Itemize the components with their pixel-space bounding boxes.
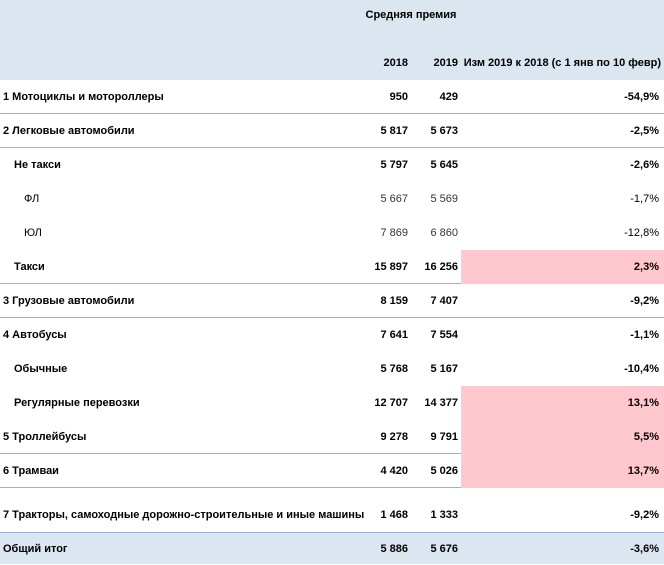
row-label: ФЛ (24, 193, 40, 205)
table-header: Средняя премия 2018 2019 Изм 2019 к 2018… (0, 0, 664, 80)
table-row: Такси 15 897 16 256 2,3% (0, 250, 664, 284)
table-row: Регулярные перевозки 12 707 14 377 13,1% (0, 386, 664, 420)
change-value: -10,4% (624, 363, 659, 375)
value-2019: 5 026 (430, 465, 458, 477)
change-cell: -2,5% (461, 114, 664, 148)
table-row: 3 Грузовые автомобили 8 159 7 407 -9,2% (0, 284, 664, 318)
change-value: -3,6% (630, 543, 659, 555)
value-2018: 5 817 (380, 125, 408, 137)
row-label: 2 Легковые автомобили (3, 125, 135, 137)
value-2019: 5 673 (430, 125, 458, 137)
value-2018: 15 897 (374, 261, 408, 273)
value-2019: 9 791 (430, 431, 458, 443)
value-2019: 429 (439, 91, 458, 103)
value-2019: 7 407 (430, 295, 458, 307)
row-label: Общий итог (3, 543, 68, 555)
row-label: 1 Мотоциклы и мотороллеры (3, 91, 164, 103)
table-row: ЮЛ 7 869 6 860 -12,8% (0, 216, 664, 250)
column-header-2018: 2018 (383, 57, 408, 69)
table-row: 4 Автобусы 7 641 7 554 -1,1% (0, 318, 664, 352)
row-label: 4 Автобусы (3, 329, 67, 341)
change-value: -1,7% (630, 193, 659, 205)
change-cell: -1,7% (461, 182, 664, 216)
change-value: -2,5% (630, 125, 659, 137)
header-title: Средняя премия (365, 9, 457, 21)
change-value: 5,5% (633, 431, 659, 443)
table-row: 2 Легковые автомобили 5 817 5 673 -2,5% (0, 114, 664, 148)
row-label: Обычные (14, 363, 68, 375)
table-row: Обычные 5 768 5 167 -10,4% (0, 352, 664, 386)
grand-total-row: Общий итог 5 886 5 676 -3,6% (0, 532, 664, 564)
table-row: Не такси 5 797 5 645 -2,6% (0, 148, 664, 182)
table-row: 6 Трамваи 4 420 5 026 13,7% (0, 454, 664, 488)
row-label: 6 Трамваи (3, 465, 59, 477)
value-2018: 5 667 (380, 193, 408, 205)
change-value: -2,6% (630, 159, 659, 171)
change-value: -54,9% (624, 91, 659, 103)
value-2018: 5 797 (380, 159, 408, 171)
row-label: Такси (14, 261, 45, 273)
value-2019: 5 167 (430, 363, 458, 375)
column-header-change: Изм 2019 к 2018 (с 1 янв по 10 февр) (463, 57, 661, 69)
change-cell: -54,9% (461, 80, 664, 114)
change-value: -9,2% (630, 509, 659, 521)
change-cell: -9,2% (461, 498, 664, 532)
value-2019: 7 554 (430, 329, 458, 341)
value-2019: 5 569 (430, 193, 458, 205)
value-2018: 12 707 (374, 397, 408, 409)
row-label: ЮЛ (24, 227, 42, 239)
value-2019: 1 333 (430, 509, 458, 521)
value-2018: 1 468 (380, 509, 408, 521)
value-2018: 7 641 (380, 329, 408, 341)
change-cell: 13,7% (461, 454, 664, 488)
row-label: Не такси (14, 159, 61, 171)
value-2019: 5 676 (430, 543, 458, 555)
change-value: -1,1% (630, 329, 659, 341)
value-2018: 7 869 (380, 227, 408, 239)
row-label: 3 Грузовые автомобили (3, 295, 135, 307)
change-cell: 13,1% (461, 386, 664, 420)
change-cell: -9,2% (461, 284, 664, 318)
row-label: 5 Троллейбусы (3, 431, 87, 443)
table-row: 5 Троллейбусы 9 278 9 791 5,5% (0, 420, 664, 454)
change-cell: -10,4% (461, 352, 664, 386)
value-2018: 5 768 (380, 363, 408, 375)
value-2018: 8 159 (380, 295, 408, 307)
change-cell: -12,8% (461, 216, 664, 250)
value-2019: 14 377 (424, 397, 458, 409)
change-value: -12,8% (624, 227, 659, 239)
value-2018: 950 (389, 91, 408, 103)
value-2019: 16 256 (424, 261, 458, 273)
change-cell: 2,3% (461, 250, 664, 284)
value-2019: 5 645 (430, 159, 458, 171)
row-label: Регулярные перевозки (14, 397, 140, 409)
change-value: -9,2% (630, 295, 659, 307)
change-cell: -3,6% (461, 533, 664, 565)
row-label: 7 Тракторы, самоходные дорожно-строитель… (3, 509, 365, 521)
change-cell: 5,5% (461, 420, 664, 454)
value-2018: 5 886 (380, 543, 408, 555)
value-2018: 9 278 (380, 431, 408, 443)
change-value: 2,3% (633, 261, 659, 273)
table-row: ФЛ 5 667 5 569 -1,7% (0, 182, 664, 216)
column-header-2019: 2019 (433, 57, 458, 69)
change-value: 13,1% (627, 397, 659, 409)
table-row: 7 Тракторы, самоходные дорожно-строитель… (0, 498, 664, 532)
value-2019: 6 860 (430, 227, 458, 239)
change-cell: -1,1% (461, 318, 664, 352)
change-cell: -2,6% (461, 148, 664, 182)
value-2018: 4 420 (380, 465, 408, 477)
table-row: 1 Мотоциклы и мотороллеры 950 429 -54,9% (0, 80, 664, 114)
change-value: 13,7% (627, 465, 659, 477)
